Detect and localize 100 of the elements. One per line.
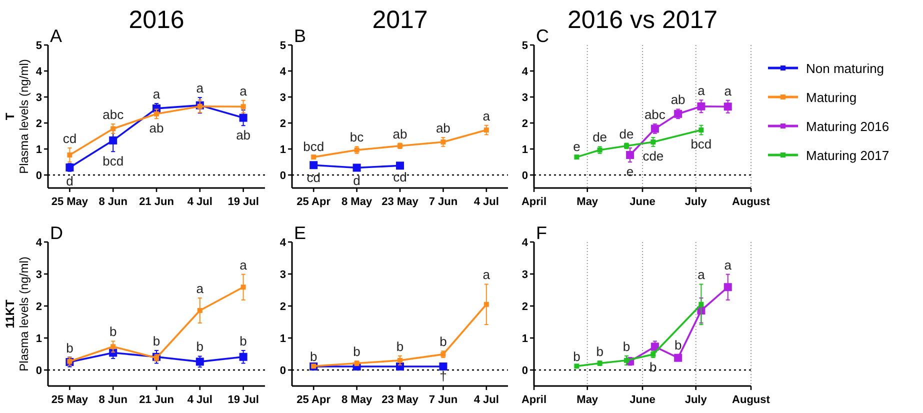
data-label: b (573, 349, 580, 364)
x-tick-label: 4 Jul (474, 196, 499, 208)
y-tick-label: 3 (280, 269, 286, 281)
y-tick-label: 4 (280, 237, 287, 249)
x-tick-label: 25 May (51, 196, 89, 208)
chart-title: E (294, 223, 306, 243)
data-label: bcd (690, 136, 712, 152)
x-tick-label: 7 Jun (428, 196, 458, 208)
x-tick-label: May (576, 196, 599, 208)
y-tick-label: 2 (36, 118, 42, 130)
y-axis-title: 11KT Plasma levels (ng/ml) (3, 256, 31, 372)
x-tick-label: 4 Jul (474, 394, 499, 406)
data-label: b (310, 349, 318, 364)
x-tick-label: April (521, 196, 547, 208)
data-label: b (396, 338, 404, 354)
data-label: b (109, 324, 117, 340)
x-tick-label: July (684, 196, 708, 208)
y-tick-label: 1 (36, 333, 42, 345)
y-tick-label: 3 (522, 269, 528, 281)
y-axis-title: T Plasma levels (ng/ml) (3, 59, 31, 174)
legend-label: Maturing 2017 (806, 148, 890, 163)
x-tick-label: 8 May (342, 196, 373, 208)
data-label: a (698, 267, 706, 282)
data-label: de (592, 130, 608, 145)
data-label: a (196, 80, 204, 96)
data-label: ab (392, 126, 408, 142)
x-tick-label: 19 Jul (228, 196, 259, 208)
y-tick-label: 0 (36, 170, 42, 182)
y-tick-label: 2 (36, 301, 42, 313)
data-label: ab (149, 120, 164, 136)
x-tick-label: 4 Jul (187, 394, 212, 406)
data-label: a (482, 108, 491, 124)
x-tick-label: 23 May (382, 394, 420, 406)
x-tick-label: July (684, 394, 708, 406)
y-tick-label: 0 (522, 365, 528, 377)
y-tick-label: 4 (36, 66, 43, 78)
x-tick-label: 25 Apr (296, 196, 332, 208)
data-label: a (724, 83, 732, 98)
x-tick-label: 21 Jun (139, 394, 174, 406)
chart-title: F (536, 223, 547, 243)
y-tick-label: 1 (522, 144, 528, 156)
data-label: cd (306, 170, 320, 186)
x-tick-label: 7 Jun (428, 394, 458, 406)
y-tick-label: 3 (280, 92, 286, 104)
y-tick-label: 3 (36, 92, 42, 104)
data-label: b (66, 340, 74, 356)
data-label: ab (670, 92, 686, 108)
x-tick-label: 25 May (51, 394, 89, 406)
y-tick-label: 0 (280, 365, 286, 377)
data-label: bc (350, 130, 364, 145)
data-label: a (240, 257, 248, 272)
data-label: cde (642, 148, 664, 164)
x-tick-label: 8 Jun (98, 394, 128, 406)
data-label: bcd (303, 138, 324, 154)
y-tick-label: 5 (36, 40, 42, 52)
legend-label: Maturing (806, 90, 857, 105)
y-tick-label: 5 (522, 40, 528, 52)
x-tick-label: May (576, 394, 599, 406)
data-label: cd (393, 169, 407, 184)
x-tick-label: 4 Jul (187, 196, 212, 208)
data-label: b (196, 339, 204, 354)
chart-title: D (50, 223, 63, 243)
y-tick-label: 2 (522, 301, 528, 313)
data-label: b (622, 338, 630, 354)
x-tick-label: June (630, 196, 656, 208)
x-tick-label: August (732, 394, 770, 406)
data-label: cd (62, 130, 77, 146)
y-tick-label: 5 (280, 40, 286, 52)
data-label: b (596, 344, 604, 360)
data-label: † (440, 368, 447, 384)
x-tick-label: 19 Jul (228, 394, 259, 406)
data-label: ab (236, 128, 251, 143)
data-label: e (626, 164, 634, 179)
y-tick-label: 0 (280, 170, 286, 182)
data-label: a (196, 281, 204, 296)
y-tick-label: 3 (522, 92, 528, 104)
x-tick-label: April (521, 394, 547, 406)
data-label: b (650, 360, 657, 375)
x-tick-label: August (732, 196, 770, 208)
data-label: ab (436, 120, 450, 136)
y-tick-label: 1 (280, 144, 286, 156)
y-tick-label: 1 (522, 333, 528, 345)
y-tick-label: 0 (36, 365, 42, 377)
chart-title: 2017 (372, 6, 428, 34)
data-label: b (440, 334, 447, 350)
chart-subtitle: A (50, 26, 62, 46)
data-label: e (573, 138, 580, 154)
y-tick-label: 2 (280, 301, 286, 313)
data-label: b (674, 338, 682, 353)
data-label: a (152, 86, 161, 102)
legend-label: Maturing 2016 (806, 119, 890, 134)
y-tick-label: 2 (522, 118, 528, 130)
x-tick-label: 8 Jun (98, 196, 128, 208)
x-tick-label: 25 Apr (296, 394, 332, 406)
chart-subtitle: B (294, 26, 306, 46)
data-label: d (66, 173, 74, 188)
data-label: abc (102, 107, 124, 122)
y-tick-label: 4 (522, 66, 529, 78)
y-tick-label: 0 (522, 170, 528, 182)
data-label: a (698, 83, 706, 98)
